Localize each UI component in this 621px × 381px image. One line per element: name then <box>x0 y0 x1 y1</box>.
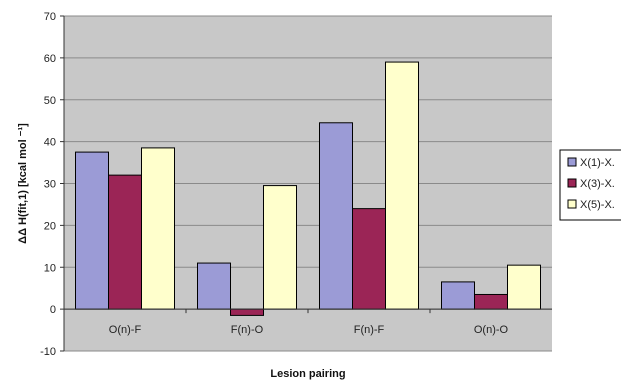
y-tick-label: 40 <box>44 137 56 149</box>
y-tick-label: 10 <box>44 262 56 274</box>
legend-swatch <box>567 199 577 209</box>
bar <box>75 151 109 310</box>
y-tick-label: 30 <box>44 179 56 191</box>
bar <box>507 264 541 310</box>
bar <box>197 262 231 310</box>
legend-swatch <box>567 157 577 167</box>
y-tick-label: 0 <box>50 304 56 316</box>
y-tick-label: -10 <box>40 346 56 358</box>
bar <box>263 185 297 310</box>
bar <box>319 122 353 310</box>
bar <box>230 308 264 316</box>
x-tick-label: F(n)-O <box>231 324 264 336</box>
y-tick-label: 70 <box>44 11 56 23</box>
legend-label: X(5)-X. <box>580 199 615 211</box>
bar <box>385 61 419 310</box>
x-tick-labels: O(n)-F F(n)-O F(n)-F O(n)-O <box>109 324 509 336</box>
bar <box>108 174 142 310</box>
bar <box>474 293 508 310</box>
y-tick-labels: -10 0 10 20 30 40 50 60 70 <box>40 11 56 358</box>
y-axis-title: ΔΔ H(fit,1) [kcal mol ⁻¹] <box>17 123 29 244</box>
bar <box>352 208 386 310</box>
bar <box>441 281 475 310</box>
legend-label: X(1)-X. <box>580 157 615 169</box>
bar <box>141 147 175 310</box>
legend-label: X(3)-X. <box>580 178 615 190</box>
x-tick-label: F(n)-F <box>354 324 385 336</box>
legend: X(1)-X. X(3)-X. X(5)-X. <box>559 149 621 221</box>
x-axis-title: Lesion pairing <box>270 368 345 380</box>
y-tick-label: 20 <box>44 220 56 232</box>
x-tick-label: O(n)-F <box>109 324 142 336</box>
bars <box>75 61 541 316</box>
axes <box>60 15 552 352</box>
legend-swatch <box>567 178 577 188</box>
y-tick-label: 50 <box>44 95 56 107</box>
x-tick-label: O(n)-O <box>474 324 509 336</box>
y-tick-label: 60 <box>44 53 56 65</box>
